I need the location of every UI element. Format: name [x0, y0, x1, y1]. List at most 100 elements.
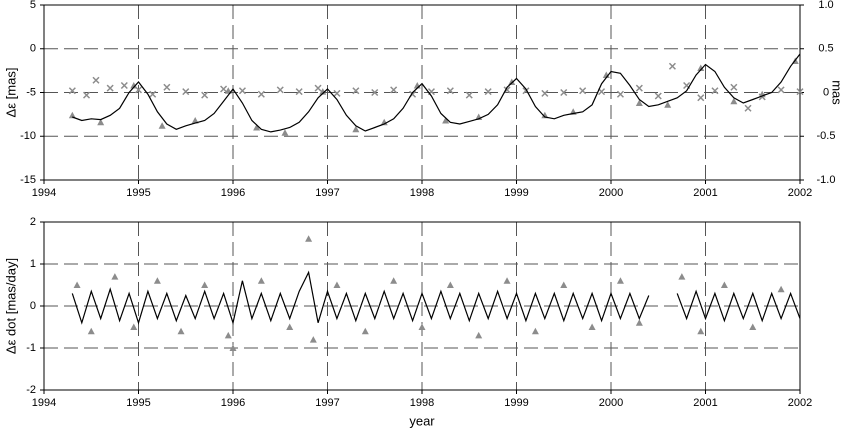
cross-point — [560, 88, 568, 97]
triangle-point — [508, 78, 516, 85]
triangle-point — [697, 327, 705, 335]
triangle-point — [286, 323, 294, 330]
cross-point — [541, 89, 549, 97]
y2-tick-label: 0 — [823, 86, 829, 98]
triangle-point — [352, 125, 360, 133]
plot-frame — [43, 221, 801, 391]
cross-point — [238, 87, 246, 95]
y-tick-label: -1 — [26, 342, 36, 354]
cross-point — [371, 88, 379, 97]
cross-point — [390, 86, 398, 94]
cross-point — [744, 104, 752, 112]
cross-point — [333, 89, 341, 97]
cross-point — [314, 84, 322, 92]
x-tick-label: 1998 — [410, 187, 434, 199]
triangle-point — [635, 99, 643, 106]
x-tick-label: 1999 — [504, 187, 528, 199]
y-tick-label: 0 — [30, 300, 36, 312]
cross-point — [82, 91, 91, 99]
triangle-point — [229, 344, 237, 351]
triangle-point — [678, 273, 686, 280]
cross-point — [106, 84, 114, 92]
cross-point — [635, 84, 643, 92]
x-tick-label: 2002 — [788, 397, 812, 409]
triangle-point — [130, 82, 138, 89]
triangle-point — [257, 277, 265, 284]
cross-point — [579, 87, 587, 95]
triangle-point — [697, 64, 705, 71]
x-tick-label: 1998 — [410, 397, 434, 409]
data-line — [72, 53, 801, 133]
y-tick-label: 0 — [30, 43, 36, 55]
cross-point — [68, 87, 76, 95]
triangle-point — [418, 323, 426, 330]
cross-point — [220, 85, 228, 93]
x-tick-label: 1997 — [315, 397, 339, 409]
cross-point — [668, 62, 676, 70]
x-tick-label: 2001 — [693, 187, 717, 199]
y-tick-label: -2 — [26, 384, 36, 396]
triangle-point — [560, 281, 568, 288]
cross-point — [295, 88, 303, 96]
triangle-point — [97, 118, 105, 126]
cross-point — [697, 94, 705, 102]
triangle-point — [73, 281, 81, 288]
triangle-point — [153, 277, 161, 284]
triangle-point — [390, 277, 398, 284]
triangle-point — [777, 285, 785, 293]
cross-point — [257, 90, 265, 98]
triangle-point — [635, 319, 643, 326]
triangle-point — [191, 117, 199, 124]
x-tick-label: 1999 — [504, 397, 528, 409]
y2-axis-label: mas — [830, 80, 845, 105]
y2-tick-label: -0.5 — [817, 130, 836, 142]
triangle-point — [602, 71, 610, 78]
x-tick-label: 1997 — [315, 187, 339, 199]
triangle-point — [531, 327, 539, 335]
cross-point — [484, 88, 492, 96]
x-tick-label: 2000 — [599, 397, 623, 409]
triangle-point — [361, 327, 369, 335]
triangle-point — [749, 323, 757, 330]
triangle-point — [541, 111, 549, 119]
y2-tick-label: 0.5 — [818, 43, 833, 55]
cross-point — [201, 91, 209, 99]
y-tick-label: -10 — [20, 130, 36, 142]
y-axis-label: Δε dot [mas/day] — [3, 258, 18, 354]
triangle-point — [720, 281, 728, 288]
triangle-point — [281, 129, 289, 136]
triangle-point — [87, 327, 95, 335]
cross-point — [711, 87, 719, 95]
triangle-point — [130, 323, 138, 330]
y2-tick-label: -1.0 — [817, 174, 836, 186]
triangle-point — [111, 273, 119, 280]
data-line — [71, 270, 801, 326]
triangle-point — [333, 281, 341, 288]
triangle-point — [588, 323, 596, 330]
triangle-point — [224, 331, 232, 339]
triangle-point — [616, 277, 624, 284]
x-tick-label: 2000 — [599, 187, 623, 199]
triangle-point — [177, 327, 185, 335]
cross-point — [149, 90, 157, 98]
triangle-point — [442, 117, 450, 124]
triangle-point — [319, 88, 327, 95]
triangle-point — [475, 331, 483, 339]
cross-point — [163, 83, 171, 91]
cross-point — [182, 88, 190, 96]
triangle-point — [503, 277, 511, 284]
x-tick-label: 2001 — [693, 397, 717, 409]
x-tick-label: 1995 — [126, 187, 150, 199]
triangle-point — [309, 336, 317, 343]
x-tick-label: 1996 — [221, 397, 245, 409]
cross-point — [92, 76, 100, 84]
cross-point — [730, 83, 738, 91]
cross-point — [796, 88, 804, 96]
x-tick-label: 1994 — [32, 187, 56, 199]
y-tick-label: 2 — [30, 216, 36, 228]
cross-point — [276, 86, 284, 94]
triangle-point — [446, 281, 454, 288]
triangle-point — [253, 124, 261, 131]
x-tick-label: 1995 — [126, 397, 150, 409]
